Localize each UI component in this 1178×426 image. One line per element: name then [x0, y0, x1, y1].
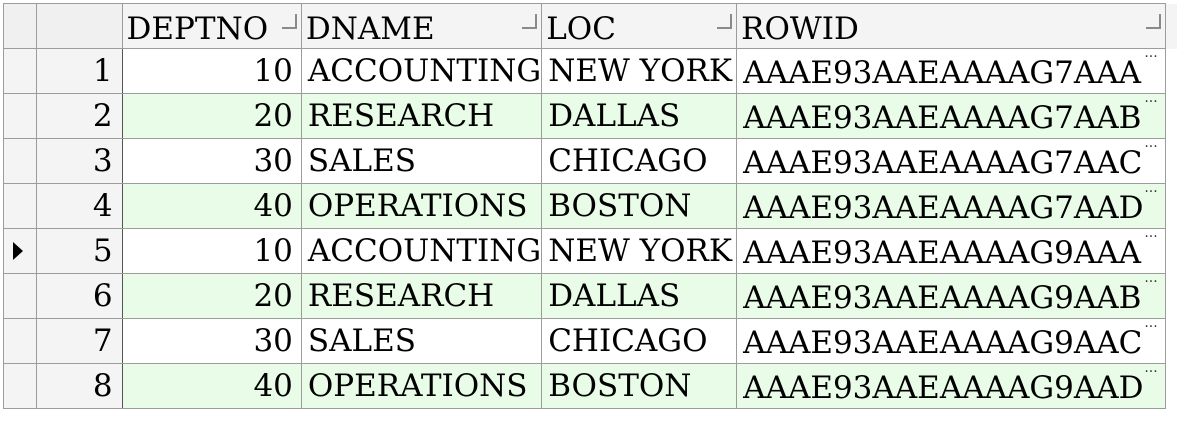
- row-number[interactable]: 4: [35, 183, 123, 229]
- cell-deptno[interactable]: 10: [121, 228, 302, 274]
- cell-rowid-value: AAAE93AAEAAAAG9AAA: [743, 235, 1142, 271]
- ellipsis-button[interactable]: ···: [1144, 139, 1158, 155]
- header-row: DEPTNO DNAME LOC ROWID: [3, 3, 1178, 49]
- cell-rowid-value: AAAE93AAEAAAAG9AAD: [743, 370, 1144, 406]
- cell-dname[interactable]: SALES: [300, 318, 543, 364]
- cell-deptno[interactable]: 30: [121, 318, 302, 364]
- column-header-dname[interactable]: DNAME: [300, 3, 543, 49]
- cell-deptno[interactable]: 40: [121, 363, 302, 409]
- ellipsis-button[interactable]: ···: [1144, 319, 1158, 335]
- cell-loc[interactable]: DALLAS: [541, 273, 738, 319]
- column-header-label: DNAME: [305, 11, 435, 47]
- column-header-loc[interactable]: LOC: [541, 3, 738, 49]
- cell-dname[interactable]: RESEARCH: [300, 273, 543, 319]
- cell-deptno[interactable]: 20: [121, 273, 302, 319]
- cell-loc[interactable]: DALLAS: [541, 93, 738, 139]
- results-grid: DEPTNO DNAME LOC ROWID 1 10 ACCOUNTING N…: [3, 3, 1178, 409]
- sort-handle-icon[interactable]: [717, 14, 733, 29]
- cell-rowid[interactable]: AAAE93AAEAAAAG9AAD ···: [736, 363, 1167, 409]
- column-header-label: ROWID: [741, 11, 859, 47]
- header-filler: [1165, 3, 1178, 49]
- cell-loc[interactable]: NEW YORK: [541, 228, 738, 274]
- cell-rowid[interactable]: AAAE93AAEAAAAG9AAB ···: [736, 273, 1167, 319]
- sort-handle-icon[interactable]: [281, 14, 297, 29]
- row-indicator[interactable]: [3, 318, 37, 364]
- sort-handle-icon[interactable]: [522, 14, 538, 29]
- row-number[interactable]: 2: [35, 93, 123, 139]
- row-indicator[interactable]: [3, 138, 37, 184]
- row-indicator[interactable]: [3, 363, 37, 409]
- cell-rowid[interactable]: AAAE93AAEAAAAG7AAC ···: [736, 138, 1167, 184]
- ellipsis-button[interactable]: ···: [1144, 229, 1158, 245]
- cell-loc[interactable]: BOSTON: [541, 363, 738, 409]
- cell-dname[interactable]: OPERATIONS: [300, 363, 543, 409]
- current-row-arrow-icon: [13, 242, 23, 260]
- table-row[interactable]: 7 30 SALES CHICAGO AAAE93AAEAAAAG9AAC ···: [3, 318, 1178, 364]
- cell-rowid-value: AAAE93AAEAAAAG7AAA: [743, 55, 1142, 91]
- ellipsis-button[interactable]: ···: [1144, 184, 1158, 200]
- row-filler: [1165, 48, 1178, 94]
- row-filler: [1165, 138, 1178, 184]
- ellipsis-button[interactable]: ···: [1144, 94, 1158, 110]
- ellipsis-button[interactable]: ···: [1144, 49, 1158, 65]
- cell-dname[interactable]: ACCOUNTING: [300, 228, 543, 274]
- row-filler: [1165, 273, 1178, 319]
- column-header-label: DEPTNO: [126, 11, 269, 47]
- table-row[interactable]: 6 20 RESEARCH DALLAS AAAE93AAEAAAAG9AAB ·…: [3, 273, 1178, 319]
- cell-deptno[interactable]: 40: [121, 183, 302, 229]
- sort-handle-icon[interactable]: [1146, 14, 1162, 29]
- row-number[interactable]: 3: [35, 138, 123, 184]
- row-filler: [1165, 318, 1178, 364]
- row-number[interactable]: 1: [35, 48, 123, 94]
- row-indicator[interactable]: [3, 48, 37, 94]
- cell-rowid-value: AAAE93AAEAAAAG7AAD: [743, 190, 1144, 226]
- cell-rowid[interactable]: AAAE93AAEAAAAG9AAA ···: [736, 228, 1167, 274]
- table-row[interactable]: 8 40 OPERATIONS BOSTON AAAE93AAEAAAAG9AA…: [3, 363, 1178, 409]
- cell-dname[interactable]: RESEARCH: [300, 93, 543, 139]
- column-header-rowid[interactable]: ROWID: [736, 3, 1167, 49]
- row-filler: [1165, 183, 1178, 229]
- row-indicator[interactable]: [3, 273, 37, 319]
- column-header-deptno[interactable]: DEPTNO: [121, 3, 302, 49]
- row-indicator[interactable]: [3, 183, 37, 229]
- row-number[interactable]: 8: [35, 363, 123, 409]
- table-row[interactable]: 1 10 ACCOUNTING NEW YORK AAAE93AAEAAAAG7…: [3, 48, 1178, 94]
- cell-rowid-value: AAAE93AAEAAAAG9AAC: [743, 325, 1143, 361]
- row-filler: [1165, 363, 1178, 409]
- table-row[interactable]: 2 20 RESEARCH DALLAS AAAE93AAEAAAAG7AAB ·…: [3, 93, 1178, 139]
- cell-dname[interactable]: OPERATIONS: [300, 183, 543, 229]
- ellipsis-button[interactable]: ···: [1144, 364, 1158, 380]
- cell-loc[interactable]: CHICAGO: [541, 318, 738, 364]
- cell-loc[interactable]: NEW YORK: [541, 48, 738, 94]
- row-number[interactable]: 7: [35, 318, 123, 364]
- row-number[interactable]: 6: [35, 273, 123, 319]
- table-row[interactable]: 5 10 ACCOUNTING NEW YORK AAAE93AAEAAAAG9…: [3, 228, 1178, 274]
- cell-rowid-value: AAAE93AAEAAAAG7AAB: [743, 100, 1142, 136]
- indicator-header: [3, 3, 37, 49]
- cell-deptno[interactable]: 30: [121, 138, 302, 184]
- row-number[interactable]: 5: [35, 228, 123, 274]
- ellipsis-button[interactable]: ···: [1144, 274, 1158, 290]
- cell-deptno[interactable]: 20: [121, 93, 302, 139]
- row-filler: [1165, 93, 1178, 139]
- cell-dname[interactable]: SALES: [300, 138, 543, 184]
- cell-rowid[interactable]: AAAE93AAEAAAAG9AAC ···: [736, 318, 1167, 364]
- cell-rowid-value: AAAE93AAEAAAAG9AAB: [743, 280, 1142, 316]
- cell-rowid[interactable]: AAAE93AAEAAAAG7AAA ···: [736, 48, 1167, 94]
- table-row[interactable]: 3 30 SALES CHICAGO AAAE93AAEAAAAG7AAC ···: [3, 138, 1178, 184]
- cell-loc[interactable]: BOSTON: [541, 183, 738, 229]
- cell-dname[interactable]: ACCOUNTING: [300, 48, 543, 94]
- rownum-header[interactable]: [35, 3, 123, 49]
- cell-rowid[interactable]: AAAE93AAEAAAAG7AAD ···: [736, 183, 1167, 229]
- cell-deptno[interactable]: 10: [121, 48, 302, 94]
- row-indicator[interactable]: [3, 93, 37, 139]
- cell-rowid-value: AAAE93AAEAAAAG7AAC: [743, 145, 1143, 181]
- cell-rowid[interactable]: AAAE93AAEAAAAG7AAB ···: [736, 93, 1167, 139]
- cell-loc[interactable]: CHICAGO: [541, 138, 738, 184]
- row-filler: [1165, 228, 1178, 274]
- row-indicator[interactable]: [3, 228, 37, 274]
- table-row[interactable]: 4 40 OPERATIONS BOSTON AAAE93AAEAAAAG7AA…: [3, 183, 1178, 229]
- column-header-label: LOC: [546, 11, 616, 47]
